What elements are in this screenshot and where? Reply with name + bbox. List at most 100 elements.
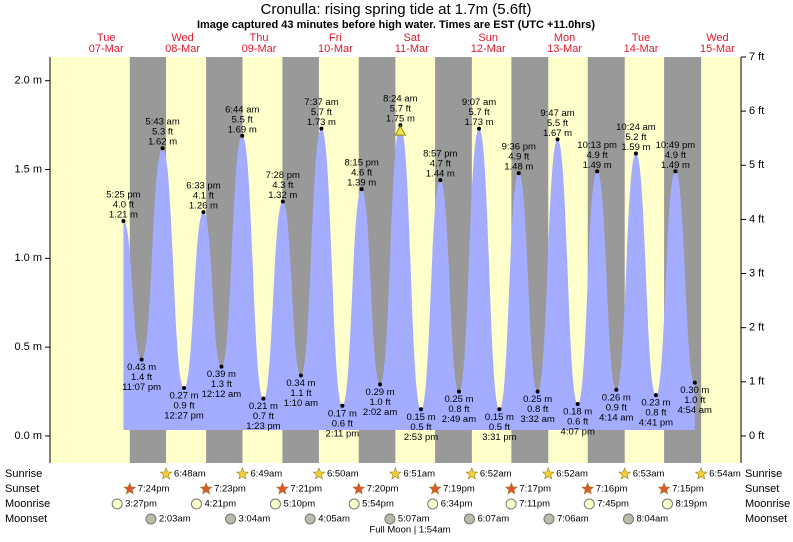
moonset-time: 2:03am bbox=[159, 514, 191, 525]
sunrise-time: 6:51am bbox=[403, 469, 435, 480]
tide-point bbox=[280, 199, 285, 204]
tide-label: 5.7 ft bbox=[468, 107, 489, 118]
moon-note: Full Moon | 1:54am bbox=[369, 525, 450, 536]
tide-label: 12:27 pm bbox=[164, 410, 204, 421]
tide-label: 4.1 ft bbox=[193, 191, 214, 202]
tide-label: 1.59 m bbox=[621, 142, 650, 153]
tide-point bbox=[121, 219, 126, 224]
tide-point bbox=[261, 396, 266, 401]
moonrise-icon bbox=[190, 498, 202, 510]
tide-label: 0.17 m bbox=[328, 408, 357, 419]
tide-label: 0.5 ft bbox=[410, 422, 431, 433]
tide-label: 6:33 pm bbox=[186, 181, 220, 192]
tide-point bbox=[535, 389, 540, 394]
moonrise-time: 6:34pm bbox=[441, 499, 473, 510]
y2-tick-label: 6 ft bbox=[749, 105, 764, 117]
tide-label: 5:43 am bbox=[145, 117, 179, 128]
tide-label: 4.0 ft bbox=[113, 200, 134, 211]
tide-point bbox=[240, 133, 245, 138]
sunset-time: 7:17pm bbox=[519, 484, 551, 495]
y2-tick-label: 1 ft bbox=[749, 376, 764, 388]
tide-point bbox=[692, 380, 697, 385]
sunrise-time: 6:48am bbox=[174, 469, 206, 480]
chart-title: Cronulla: rising spring tide at 1.7m (5.… bbox=[261, 1, 532, 18]
sunset-icon bbox=[275, 482, 289, 495]
day-date: 10-Mar bbox=[318, 43, 353, 55]
tide-label: 0.25 m bbox=[444, 394, 473, 405]
tide-label: 11:07 pm bbox=[122, 382, 161, 393]
tide-point bbox=[139, 357, 144, 362]
tide-label: 0.6 ft bbox=[332, 418, 353, 429]
tide-label: 1.49 m bbox=[661, 160, 690, 171]
sunrise-icon bbox=[236, 467, 249, 480]
sunset-icon bbox=[199, 482, 213, 495]
now-marker bbox=[394, 125, 407, 136]
moonrise-time: 7:11pm bbox=[519, 499, 550, 510]
tide-point bbox=[182, 385, 187, 390]
tide-label: 2:02 am bbox=[363, 407, 397, 418]
y2-tick-label: 5 ft bbox=[749, 159, 764, 171]
sunrise-icon bbox=[159, 467, 173, 480]
sunrise-time: 6:54am bbox=[709, 469, 741, 480]
tide-label: 0.8 ft bbox=[448, 404, 469, 415]
tide-label: 6:44 am bbox=[225, 104, 259, 115]
sunset-icon bbox=[504, 482, 518, 495]
tide-label: 1.1 ft bbox=[290, 388, 311, 399]
moonrise-icon bbox=[505, 498, 517, 510]
tide-label: 0.26 m bbox=[602, 392, 631, 403]
tide-point bbox=[219, 364, 224, 369]
tide-point bbox=[673, 169, 678, 174]
sunset-time: 7:16pm bbox=[596, 484, 628, 495]
tide-point bbox=[456, 389, 461, 394]
sunrise-icon bbox=[541, 467, 555, 480]
sunset-icon bbox=[581, 482, 595, 495]
tide-label: 5.7 ft bbox=[311, 107, 332, 118]
sunrise-icon bbox=[312, 467, 326, 480]
tide-label: 0.39 m bbox=[207, 369, 236, 380]
tide-label: 0.21 m bbox=[249, 401, 278, 412]
y2-tick-label: 2 ft bbox=[749, 322, 764, 334]
tide-point bbox=[319, 126, 324, 131]
row-label: Moonset bbox=[5, 513, 47, 525]
tide-point bbox=[378, 382, 383, 387]
tide-label: 10:49 pm bbox=[656, 140, 696, 151]
tide-label: 8:24 am bbox=[383, 94, 417, 105]
moonrise-icon bbox=[427, 498, 439, 510]
tide-label: 1.3 ft bbox=[211, 379, 232, 390]
row-label: Moonrise bbox=[5, 498, 50, 510]
y2-tick-label: 4 ft bbox=[749, 213, 764, 225]
tide-label: 3:31 pm bbox=[482, 432, 516, 443]
tide-label: 4.9 ft bbox=[665, 150, 686, 161]
day-date: 13-Mar bbox=[547, 43, 582, 55]
tide-label: 4:41 pm bbox=[639, 418, 673, 429]
tide-label: 4.9 ft bbox=[587, 150, 608, 161]
moonrise-time: 4:21pm bbox=[204, 499, 236, 510]
tide-label: 4:07 pm bbox=[561, 426, 595, 437]
moonset-icon bbox=[463, 513, 475, 525]
day-date: 08-Mar bbox=[165, 43, 200, 55]
tide-label: 5.5 ft bbox=[232, 114, 253, 125]
tide-area bbox=[123, 125, 695, 431]
tide-point bbox=[340, 403, 345, 408]
tide-label: 0.9 ft bbox=[173, 400, 194, 411]
sunrise-time: 6:53am bbox=[633, 469, 665, 480]
moonset-time: 3:04am bbox=[239, 514, 271, 525]
tide-label: 9:07 am bbox=[462, 97, 496, 108]
tide-label: 1.26 m bbox=[189, 201, 218, 212]
tide-point bbox=[477, 126, 482, 131]
moonset-icon bbox=[543, 513, 555, 525]
day-name: Fri bbox=[329, 32, 342, 44]
tide-point bbox=[614, 387, 619, 392]
moonset-time: 7:06am bbox=[557, 514, 589, 525]
tide-label: 0.8 ft bbox=[645, 408, 666, 419]
moonrise-icon bbox=[348, 498, 360, 510]
tide-label: 0.30 m bbox=[680, 385, 709, 396]
tide-point bbox=[160, 146, 165, 151]
moonset-icon bbox=[304, 513, 316, 525]
tide-label: 1.44 m bbox=[426, 169, 455, 180]
row-label: Sunset bbox=[5, 483, 39, 495]
tide-label: 0.8 ft bbox=[527, 404, 548, 415]
tide-label: 5.5 ft bbox=[547, 118, 568, 129]
tide-label: 8:15 pm bbox=[344, 158, 378, 169]
